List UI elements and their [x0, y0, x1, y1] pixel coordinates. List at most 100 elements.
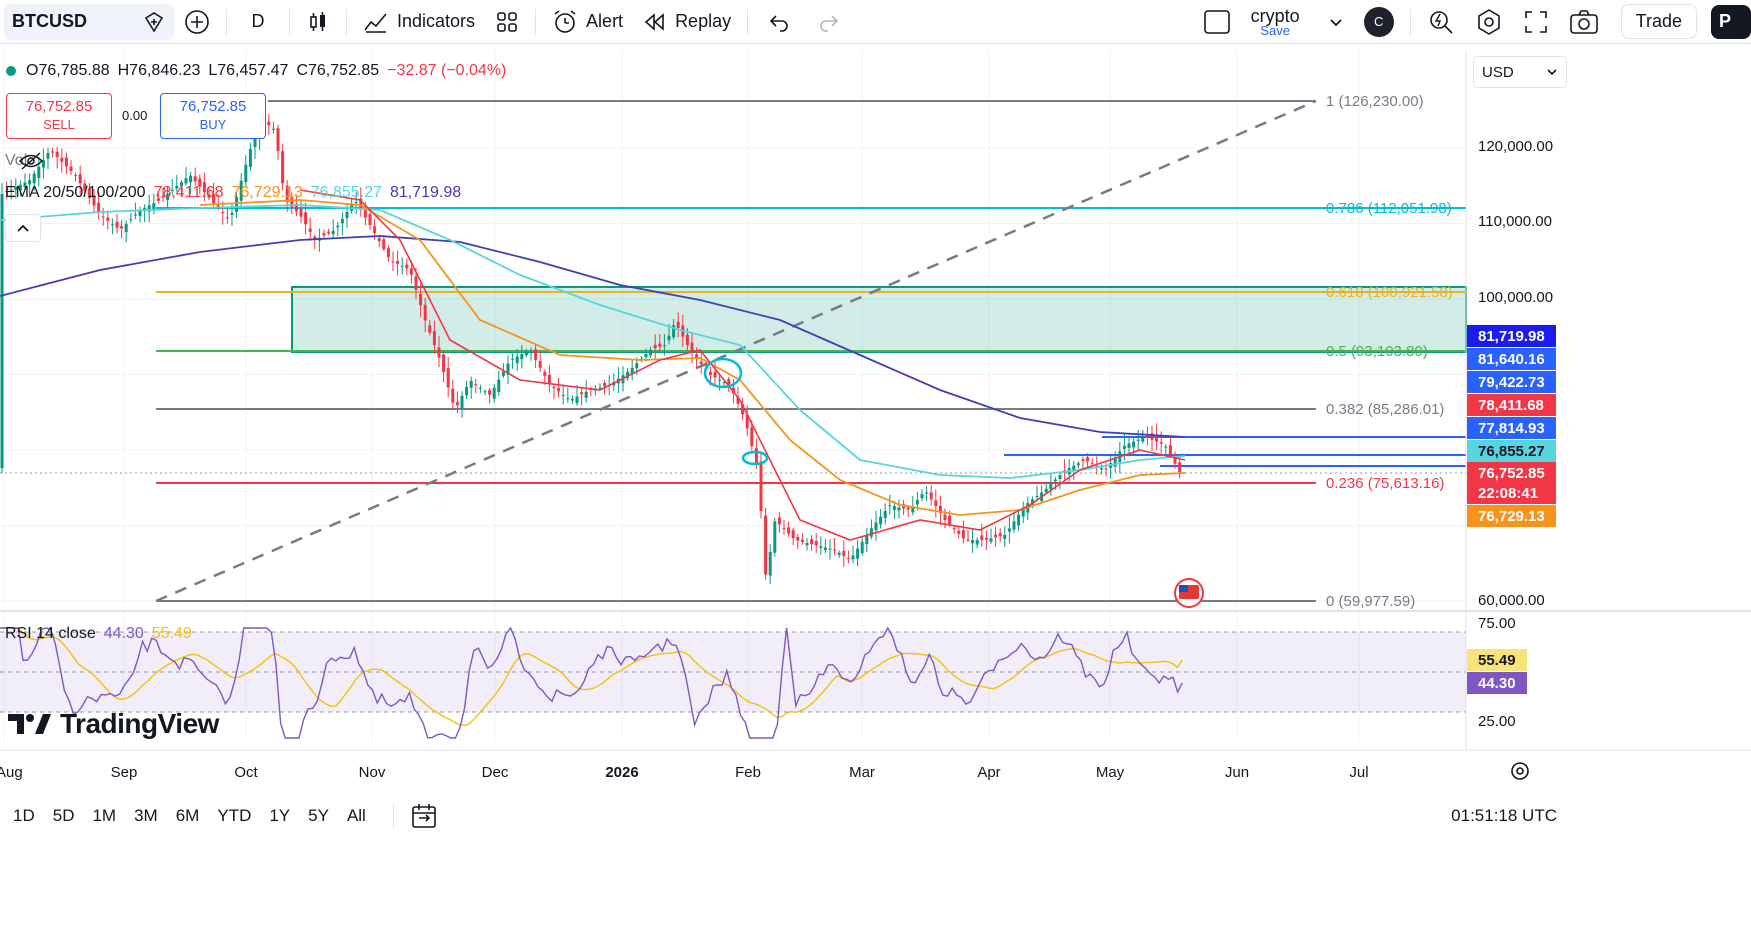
- currency-select[interactable]: USD: [1473, 56, 1567, 88]
- price-badge-bg: [1467, 325, 1556, 347]
- candle-body: [952, 528, 956, 530]
- sell-button[interactable]: 76,752.85 SELL: [6, 93, 112, 139]
- range-button-all[interactable]: All: [346, 806, 366, 825]
- layout-button[interactable]: [1193, 0, 1241, 44]
- candle-body: [152, 203, 156, 210]
- rsi-value: 44.30: [103, 625, 144, 642]
- candle-body: [971, 540, 975, 544]
- range-button-5d[interactable]: 5D: [52, 806, 75, 825]
- add-symbol-icon[interactable]: [142, 10, 166, 34]
- top-toolbar: BTCUSD D Indicators Alert Replay crypto: [0, 0, 1751, 44]
- rsi-legend[interactable]: RSI 14 close 44.30 55.49: [5, 625, 192, 643]
- range-button-6m[interactable]: 6M: [175, 806, 200, 825]
- replay-button[interactable]: Replay: [633, 0, 741, 44]
- candle-body: [741, 404, 745, 415]
- candle-body: [561, 394, 565, 396]
- trade-button[interactable]: Trade: [1609, 0, 1709, 44]
- quick-search-button[interactable]: [1417, 0, 1465, 44]
- candle-body: [276, 128, 280, 151]
- candle-body: [465, 386, 469, 396]
- candle-body: [649, 349, 653, 356]
- fib-level-label: 0 (59,977.59): [1326, 593, 1415, 610]
- ema-legend[interactable]: EMA 20/50/100/200 78,411.68 76,729.13 76…: [5, 184, 461, 202]
- undo-button[interactable]: [754, 0, 804, 44]
- candle-body: [1113, 457, 1117, 467]
- utc-clock[interactable]: 01:51:18 UTC: [1451, 806, 1557, 825]
- candle-body: [110, 224, 114, 226]
- range-button-1d[interactable]: 1D: [13, 806, 35, 825]
- candle-body: [1017, 514, 1021, 526]
- fullscreen-button[interactable]: [1513, 0, 1559, 44]
- rsi-badge-label: 55.49: [1478, 652, 1516, 669]
- range-button-ytd[interactable]: YTD: [217, 806, 252, 825]
- candle-body: [281, 151, 285, 184]
- us-flag-event-icon: [1179, 585, 1188, 592]
- close-value: C76,752.85: [296, 62, 380, 79]
- price-badge-bg: [1467, 417, 1556, 439]
- ema20-value: 78,411.68: [153, 184, 224, 201]
- symbol-search[interactable]: BTCUSD: [4, 3, 174, 40]
- candle-body: [1007, 528, 1011, 532]
- range-button-5y[interactable]: 5Y: [308, 806, 329, 825]
- candle-body: [1012, 521, 1016, 530]
- alert-label: Alert: [586, 11, 624, 31]
- trade-label: Trade: [1620, 4, 1697, 39]
- candle-body: [713, 371, 717, 378]
- toolbar-divider: [346, 8, 347, 35]
- price-chart[interactable]: 1 (126,230.00) 0.786 (112,051.98) 0.618 (1…: [0, 44, 1751, 796]
- alert-button[interactable]: Alert: [542, 0, 633, 44]
- rewind-icon: [644, 12, 664, 31]
- compare-button[interactable]: [174, 0, 220, 44]
- layout-name-button[interactable]: crypto Save: [1241, 0, 1354, 44]
- settings-button[interactable]: [1465, 0, 1513, 44]
- collapse-legend-button[interactable]: [5, 214, 41, 242]
- candle-body: [363, 205, 367, 218]
- candle-body: [147, 205, 151, 212]
- price-badge-label: 76,752.85: [1478, 465, 1545, 482]
- candle-body: [796, 536, 800, 541]
- candle-body: [603, 382, 607, 387]
- ema200-line: [0, 235, 1186, 438]
- candle-body: [1173, 454, 1177, 464]
- goto-date-button[interactable]: [400, 794, 448, 838]
- candle-body: [1141, 437, 1145, 442]
- candle-body: [359, 198, 363, 210]
- publish-button[interactable]: P: [1709, 0, 1751, 44]
- rsi-badge-bg: [1467, 649, 1527, 671]
- candle-body: [189, 175, 193, 183]
- avatar-button[interactable]: C: [1354, 0, 1404, 44]
- bottom-toolbar: 1D 5D 1M 3M 6M YTD 1Y 5Y All 01:51:18 UTC: [0, 796, 1751, 836]
- interval-button[interactable]: D: [233, 0, 283, 44]
- fib-trend-line: [155, 99, 1317, 603]
- indicators-button[interactable]: Indicators: [353, 0, 485, 44]
- templates-button[interactable]: [485, 0, 529, 44]
- volume-legend[interactable]: Vol: [5, 152, 44, 170]
- candle-body: [368, 214, 372, 225]
- save-label: Save: [1260, 22, 1290, 38]
- layout-name: crypto Save: [1251, 7, 1300, 37]
- price-badge: 76,752.85: [1467, 462, 1556, 484]
- candle-body: [97, 202, 101, 213]
- chart-type-button[interactable]: [296, 0, 340, 44]
- candle-body: [745, 414, 749, 429]
- candle-body: [46, 153, 50, 159]
- range-button-1m[interactable]: 1M: [92, 806, 117, 825]
- eye-hidden-icon[interactable]: [18, 152, 44, 170]
- candle-body: [308, 228, 312, 232]
- toolbar-divider: [535, 8, 537, 35]
- candle-body: [340, 218, 344, 224]
- range-button-1y[interactable]: 1Y: [269, 806, 291, 825]
- candle-body: [865, 534, 869, 545]
- toolbar-divider: [1409, 8, 1411, 35]
- price-badge: 79,422.73: [1467, 371, 1556, 393]
- range-button-3m[interactable]: 3M: [134, 806, 158, 825]
- candle-body: [773, 521, 777, 553]
- time-axis-label: Aug: [0, 764, 23, 781]
- candle-body: [566, 398, 570, 400]
- high-value: H76,846.23: [117, 62, 201, 79]
- buy-button[interactable]: 76,752.85 BUY: [160, 93, 266, 139]
- candle-body: [179, 182, 183, 186]
- price-badge: 81,640.16: [1467, 348, 1556, 370]
- snapshot-button[interactable]: [1559, 0, 1609, 44]
- redo-button[interactable]: [804, 0, 854, 44]
